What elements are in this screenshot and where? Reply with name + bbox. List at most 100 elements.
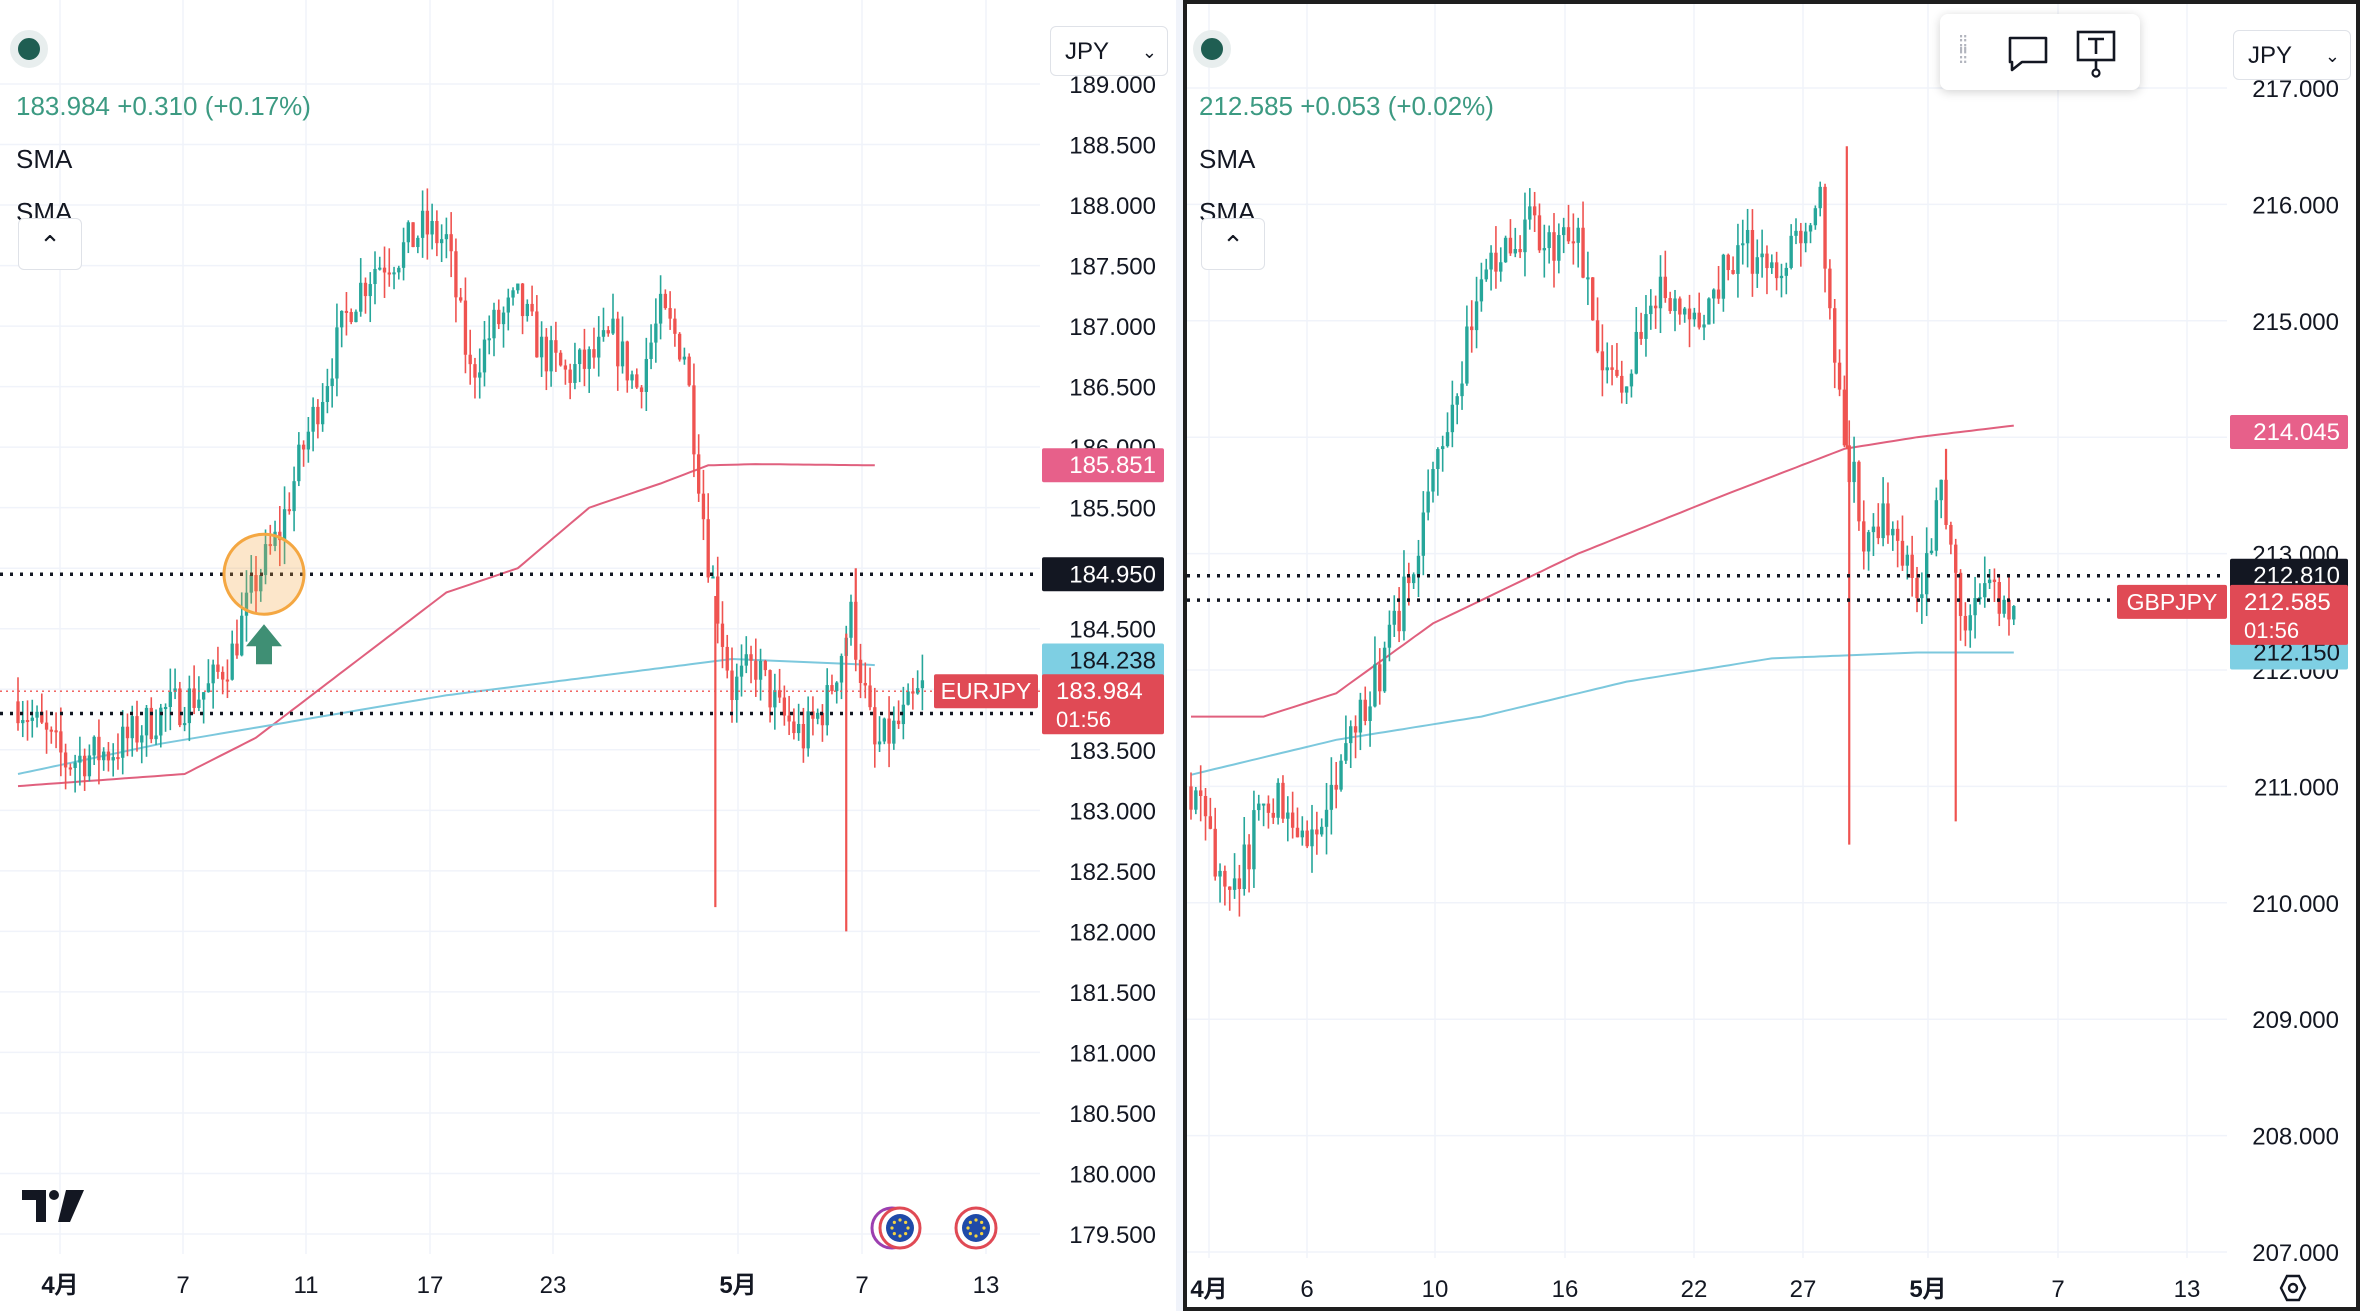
candle-body (282, 509, 287, 541)
candle-body (654, 323, 658, 343)
drag-handle-icon[interactable]: ⁞⁞ ⁞⁞ (1958, 31, 1968, 68)
candle (658, 275, 663, 340)
candle (915, 670, 920, 695)
candle-body (201, 692, 206, 700)
candle (1736, 223, 1740, 298)
candle (1542, 224, 1547, 278)
right-sma-1[interactable]: SMA (1199, 144, 1256, 174)
candle-body (1324, 809, 1329, 827)
candle (1605, 342, 1609, 384)
time-tick-label: 5月 (719, 1272, 756, 1299)
candle (1426, 469, 1430, 521)
candle-body (1257, 803, 1261, 811)
candle-body (192, 688, 196, 708)
candle-body (392, 272, 396, 275)
settings-icon[interactable] (2279, 1274, 2307, 1302)
candle-body (478, 372, 482, 378)
right-chart-pane[interactable]: 217.000216.000215.000214.000213.000212.0… (1183, 0, 2360, 1311)
candle-body (1450, 404, 1455, 433)
candle-body (459, 297, 463, 301)
candle (416, 235, 420, 254)
candle-body (368, 284, 372, 297)
right-last: 212.585 (1199, 91, 1293, 121)
left-collapse-legend-button[interactable]: ⌃ (18, 218, 82, 270)
left-chart-pane[interactable]: 189.000 188.500 188.000 187.500 187.000 186.5… (0, 0, 1176, 1311)
candle-body (754, 660, 758, 680)
left-sma-1[interactable]: SMA (16, 144, 73, 174)
candle (73, 754, 77, 793)
candle (221, 666, 225, 695)
candle-body (1750, 229, 1755, 274)
sma-short-label-bg (1042, 643, 1164, 678)
candle (1886, 482, 1890, 544)
candle (1639, 312, 1643, 345)
candle (1653, 295, 1658, 329)
candle (1818, 181, 1822, 217)
candle-body (144, 707, 149, 736)
candle-body (1745, 229, 1750, 244)
candle (687, 353, 691, 387)
candle-body (225, 679, 230, 682)
candle-body (301, 444, 306, 450)
candle (654, 298, 658, 363)
comment-icon[interactable] (2006, 34, 2050, 74)
time-tick-label: 5月 (1909, 1276, 1946, 1303)
right-currency-select[interactable]: JPY ⌄ (2233, 30, 2351, 80)
candle-body (1203, 795, 1208, 817)
candle-body (730, 670, 734, 701)
candle-body (435, 220, 439, 244)
candle (1261, 803, 1266, 827)
drawing-toolbar[interactable]: ⁞⁞ ⁞⁞ (1940, 14, 2140, 90)
candle-body (16, 701, 20, 724)
candle (363, 277, 368, 314)
candle (677, 332, 682, 362)
left-currency-select[interactable]: JPY ⌄ (1050, 26, 1168, 76)
sma-long-label: 214.045 (2230, 414, 2348, 449)
candle (901, 686, 906, 740)
candle (1489, 245, 1493, 291)
candle (868, 667, 872, 711)
time-tick-label: 13 (2174, 1276, 2201, 1303)
highlight-circle[interactable] (222, 532, 306, 616)
right-collapse-legend-button[interactable]: ⌃ (1201, 218, 1265, 270)
tradingview-logo-icon[interactable] (22, 1188, 86, 1224)
candle-body (1716, 289, 1721, 299)
candle (1649, 289, 1653, 330)
time-tick-label: 7 (855, 1272, 868, 1299)
text-tool-icon[interactable] (2074, 28, 2118, 80)
candle-body (1702, 324, 1706, 328)
pane-divider[interactable] (1176, 0, 1183, 1311)
candle-body (658, 293, 663, 324)
candle-body (1765, 253, 1769, 269)
gbpjpy-chart[interactable]: 217.000216.000215.000214.000213.000212.0… (1187, 4, 2360, 1311)
candle-body (1373, 664, 1377, 707)
candle (1920, 572, 1924, 624)
candle-body (1295, 827, 1300, 838)
candle-body (1842, 389, 1847, 446)
eu-flag-icon[interactable] (870, 1206, 922, 1250)
candle (1958, 569, 1963, 641)
candle-body (668, 308, 672, 319)
candle (1716, 265, 1721, 304)
candle (1407, 562, 1411, 606)
candle (639, 385, 644, 409)
candle-body (792, 721, 796, 734)
candle (649, 324, 653, 370)
candle (1237, 864, 1242, 917)
candle (1862, 500, 1866, 570)
candle-body (1978, 597, 1982, 600)
candle-body (1213, 828, 1217, 877)
candle-body (835, 682, 839, 692)
candle-body (539, 336, 544, 358)
candle-body (1387, 624, 1392, 648)
arrow-up-icon[interactable] (246, 624, 282, 665)
eu-flag-icon[interactable] (954, 1206, 998, 1250)
candle (235, 619, 239, 659)
candle (40, 693, 44, 724)
candle (725, 634, 729, 679)
candle-body (92, 736, 96, 756)
candle-body (1363, 699, 1367, 722)
candle-body (482, 339, 487, 373)
eurjpy-chart[interactable]: 189.000 188.500 188.000 187.500 187.000 186.5… (0, 0, 1176, 1311)
candle (1721, 253, 1726, 312)
